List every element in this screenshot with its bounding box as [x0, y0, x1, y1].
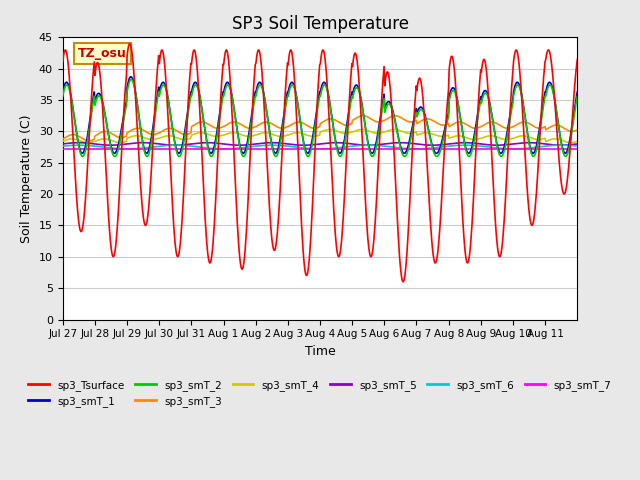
- Title: SP3 Soil Temperature: SP3 Soil Temperature: [232, 15, 408, 33]
- X-axis label: Time: Time: [305, 345, 335, 358]
- Legend: sp3_Tsurface, sp3_smT_1, sp3_smT_2, sp3_smT_3, sp3_smT_4, sp3_smT_5, sp3_smT_6, : sp3_Tsurface, sp3_smT_1, sp3_smT_2, sp3_…: [24, 375, 616, 411]
- Y-axis label: Soil Temperature (C): Soil Temperature (C): [20, 114, 33, 243]
- Text: TZ_osu: TZ_osu: [78, 47, 127, 60]
